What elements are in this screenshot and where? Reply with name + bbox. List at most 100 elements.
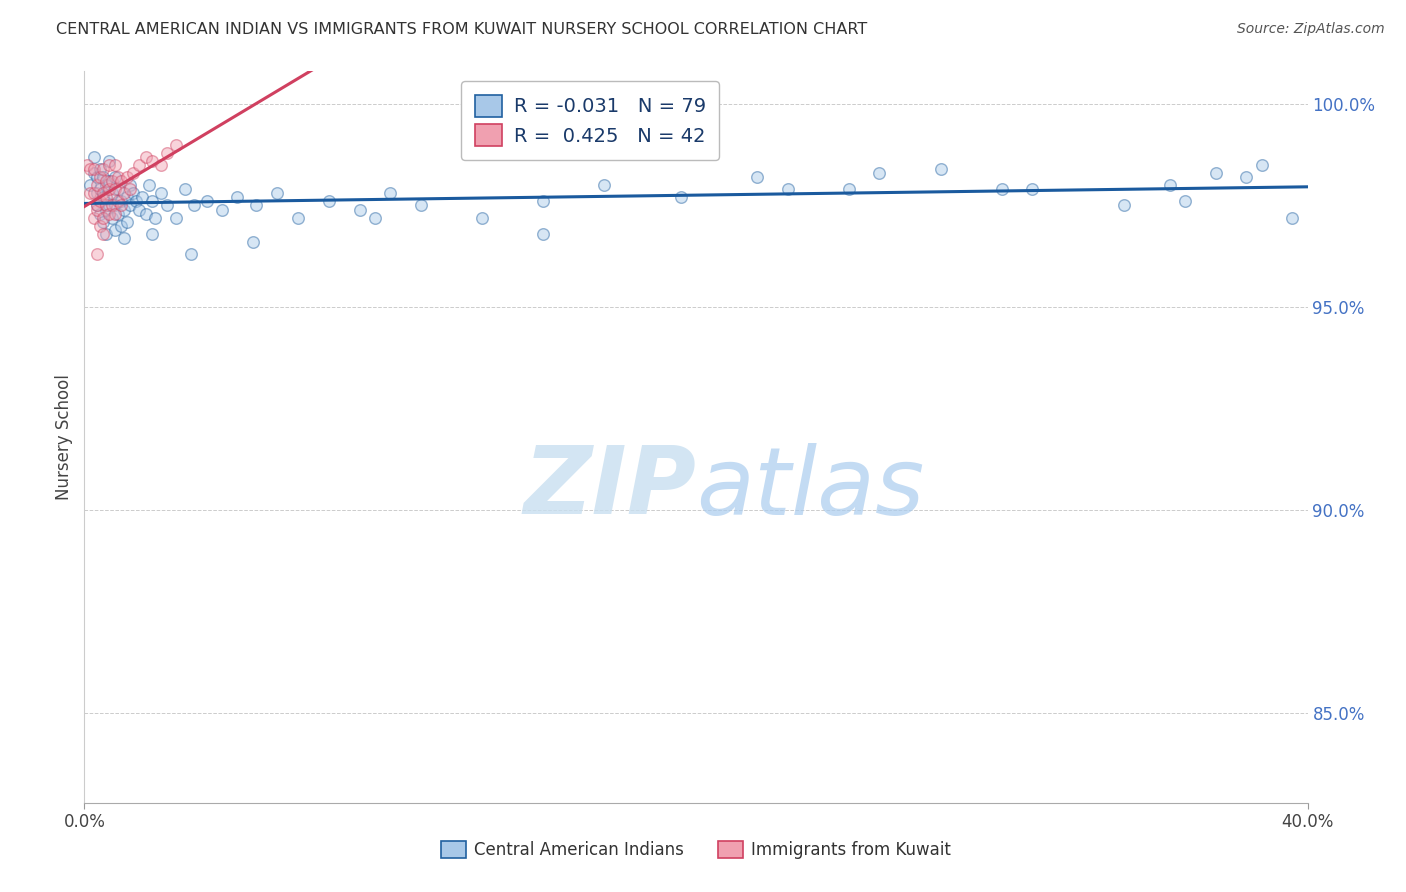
- Point: [122, 166, 145, 180]
- Point: [101, 198, 124, 212]
- Point: [120, 178, 142, 193]
- Point: [138, 178, 160, 193]
- Point: [91, 186, 114, 201]
- Point: [94, 178, 117, 193]
- Point: [120, 182, 142, 196]
- Point: [91, 169, 114, 184]
- Point: [141, 194, 163, 209]
- Point: [83, 211, 105, 225]
- Point: [83, 166, 105, 180]
- Point: [97, 206, 120, 220]
- Point: [149, 158, 172, 172]
- Point: [104, 206, 127, 220]
- Point: [110, 194, 132, 209]
- Point: [747, 169, 769, 184]
- Point: [91, 190, 114, 204]
- Point: [110, 174, 132, 188]
- Point: [107, 169, 129, 184]
- Point: [838, 182, 860, 196]
- Point: [94, 174, 117, 188]
- Point: [1205, 166, 1227, 180]
- Point: [79, 161, 101, 176]
- Text: CENTRAL AMERICAN INDIAN VS IMMIGRANTS FROM KUWAIT NURSERY SCHOOL CORRELATION CHA: CENTRAL AMERICAN INDIAN VS IMMIGRANTS FR…: [56, 22, 868, 37]
- Point: [76, 158, 98, 172]
- Point: [86, 178, 108, 193]
- Point: [141, 153, 163, 168]
- Point: [83, 150, 105, 164]
- Point: [180, 247, 202, 261]
- Legend: Central American Indians, Immigrants from Kuwait: Central American Indians, Immigrants fro…: [433, 833, 959, 868]
- Point: [115, 190, 138, 204]
- Point: [86, 198, 108, 212]
- Point: [107, 194, 129, 209]
- Point: [669, 190, 692, 204]
- Point: [97, 174, 120, 188]
- Point: [165, 211, 187, 225]
- Point: [94, 227, 117, 241]
- Point: [104, 169, 127, 184]
- Point: [531, 227, 554, 241]
- Point: [115, 215, 138, 229]
- Point: [125, 194, 148, 209]
- Point: [104, 182, 127, 196]
- Point: [318, 194, 340, 209]
- Point: [1021, 182, 1043, 196]
- Point: [266, 186, 288, 201]
- Point: [1236, 169, 1258, 184]
- Point: [86, 247, 108, 261]
- Point: [79, 186, 101, 201]
- Point: [97, 153, 120, 168]
- Point: [349, 202, 371, 217]
- Point: [89, 169, 111, 184]
- Point: [86, 169, 108, 184]
- Point: [471, 211, 494, 225]
- Point: [929, 161, 952, 176]
- Point: [86, 186, 108, 201]
- Text: ZIP: ZIP: [523, 442, 696, 534]
- Point: [135, 206, 157, 220]
- Point: [364, 211, 387, 225]
- Point: [1281, 211, 1303, 225]
- Point: [991, 182, 1014, 196]
- Point: [115, 169, 138, 184]
- Point: [195, 194, 218, 209]
- Point: [94, 190, 117, 204]
- Point: [83, 186, 105, 201]
- Point: [101, 186, 124, 201]
- Y-axis label: Nursery School: Nursery School: [55, 374, 73, 500]
- Point: [104, 223, 127, 237]
- Point: [242, 235, 264, 249]
- Point: [409, 198, 432, 212]
- Point: [94, 202, 117, 217]
- Point: [211, 202, 233, 217]
- Point: [135, 150, 157, 164]
- Point: [156, 198, 179, 212]
- Point: [83, 161, 105, 176]
- Point: [593, 178, 616, 193]
- Point: [380, 186, 402, 201]
- Point: [165, 137, 187, 152]
- Point: [91, 227, 114, 241]
- Point: [97, 182, 120, 196]
- Point: [94, 198, 117, 212]
- Point: [1114, 198, 1136, 212]
- Point: [104, 158, 127, 172]
- Point: [120, 198, 142, 212]
- Point: [156, 145, 179, 160]
- Point: [245, 198, 267, 212]
- Point: [79, 178, 101, 193]
- Point: [89, 206, 111, 220]
- Text: atlas: atlas: [696, 442, 924, 533]
- Point: [141, 227, 163, 241]
- Point: [91, 211, 114, 225]
- Text: Source: ZipAtlas.com: Source: ZipAtlas.com: [1237, 22, 1385, 37]
- Point: [107, 206, 129, 220]
- Point: [91, 161, 114, 176]
- Point: [89, 161, 111, 176]
- Point: [97, 198, 120, 212]
- Point: [128, 158, 150, 172]
- Point: [776, 182, 799, 196]
- Point: [226, 190, 249, 204]
- Point: [112, 186, 135, 201]
- Point: [1174, 194, 1197, 209]
